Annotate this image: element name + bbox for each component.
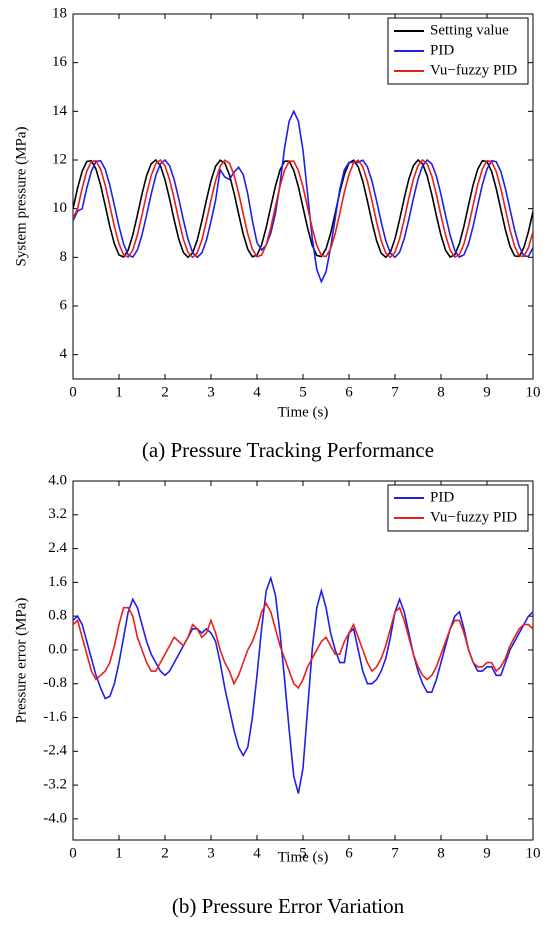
y-tick-label: 6: [60, 297, 68, 313]
x-axis-label: Time (s): [278, 404, 329, 420]
y-tick-label: -3.2: [43, 777, 67, 793]
legend-label: Vu−fuzzy PID: [430, 62, 517, 78]
x-tick-label: 6: [345, 845, 353, 861]
series-line: [73, 158, 533, 259]
x-axis-label: Time (s): [278, 849, 329, 865]
y-tick-label: 10: [52, 200, 67, 216]
x-tick-label: 10: [526, 845, 541, 861]
y-tick-label: -2.4: [43, 743, 67, 759]
legend-box: [387, 484, 529, 532]
x-tick-label: 4: [253, 384, 261, 400]
x-tick-label: 9: [483, 384, 491, 400]
x-tick-label: 7: [391, 384, 399, 400]
x-tick-label: 4: [253, 845, 261, 861]
y-tick-label: 16: [52, 54, 68, 70]
caption: (b) Pressure Error Variation: [172, 894, 405, 918]
x-tick-label: 9: [483, 845, 491, 861]
x-tick-label: 5: [299, 845, 307, 861]
y-tick-label: 3.2: [48, 506, 67, 522]
y-tick-label: 1.6: [48, 574, 67, 590]
x-tick-label: 1: [115, 384, 123, 400]
y-axis-label: Pressure error (MPa): [13, 598, 29, 724]
y-tick-label: 4: [60, 346, 68, 362]
x-tick-label: 8: [437, 384, 445, 400]
y-tick-label: -0.8: [43, 675, 67, 691]
y-tick-label: -1.6: [43, 709, 67, 725]
x-tick-label: 1: [115, 845, 123, 861]
y-tick-label: 14: [52, 103, 68, 119]
y-tick-label: 4.0: [48, 472, 67, 488]
y-tick-label: 18: [52, 5, 67, 21]
x-tick-label: 2: [161, 845, 169, 861]
x-tick-label: 6: [345, 384, 353, 400]
x-tick-label: 0: [69, 384, 77, 400]
x-tick-label: 3: [207, 384, 215, 400]
legend-label: Setting value: [430, 22, 509, 38]
series-line: [73, 575, 533, 794]
x-tick-label: 5: [299, 384, 307, 400]
x-tick-label: 7: [391, 845, 399, 861]
plot-frame: [72, 480, 534, 841]
legend-label: PID: [430, 42, 454, 58]
series-line: [73, 158, 533, 259]
legend-label: PID: [430, 489, 454, 505]
legend-label: Vu−fuzzy PID: [430, 509, 517, 525]
x-tick-label: 3: [207, 845, 215, 861]
x-tick-label: 8: [437, 845, 445, 861]
x-tick-label: 0: [69, 845, 77, 861]
series-line: [73, 109, 533, 284]
series-line: [73, 601, 533, 690]
y-tick-label: -4.0: [43, 810, 67, 826]
caption: (a) Pressure Tracking Performance: [142, 438, 434, 462]
y-axis-label: System pressure (MPa): [13, 127, 29, 267]
y-tick-label: 8: [60, 249, 68, 265]
x-tick-label: 10: [526, 384, 541, 400]
y-tick-label: 0.8: [48, 608, 67, 624]
y-tick-label: 12: [52, 151, 67, 167]
x-tick-label: 2: [161, 384, 169, 400]
y-tick-label: 2.4: [48, 540, 67, 556]
y-tick-label: 0.0: [48, 641, 67, 657]
